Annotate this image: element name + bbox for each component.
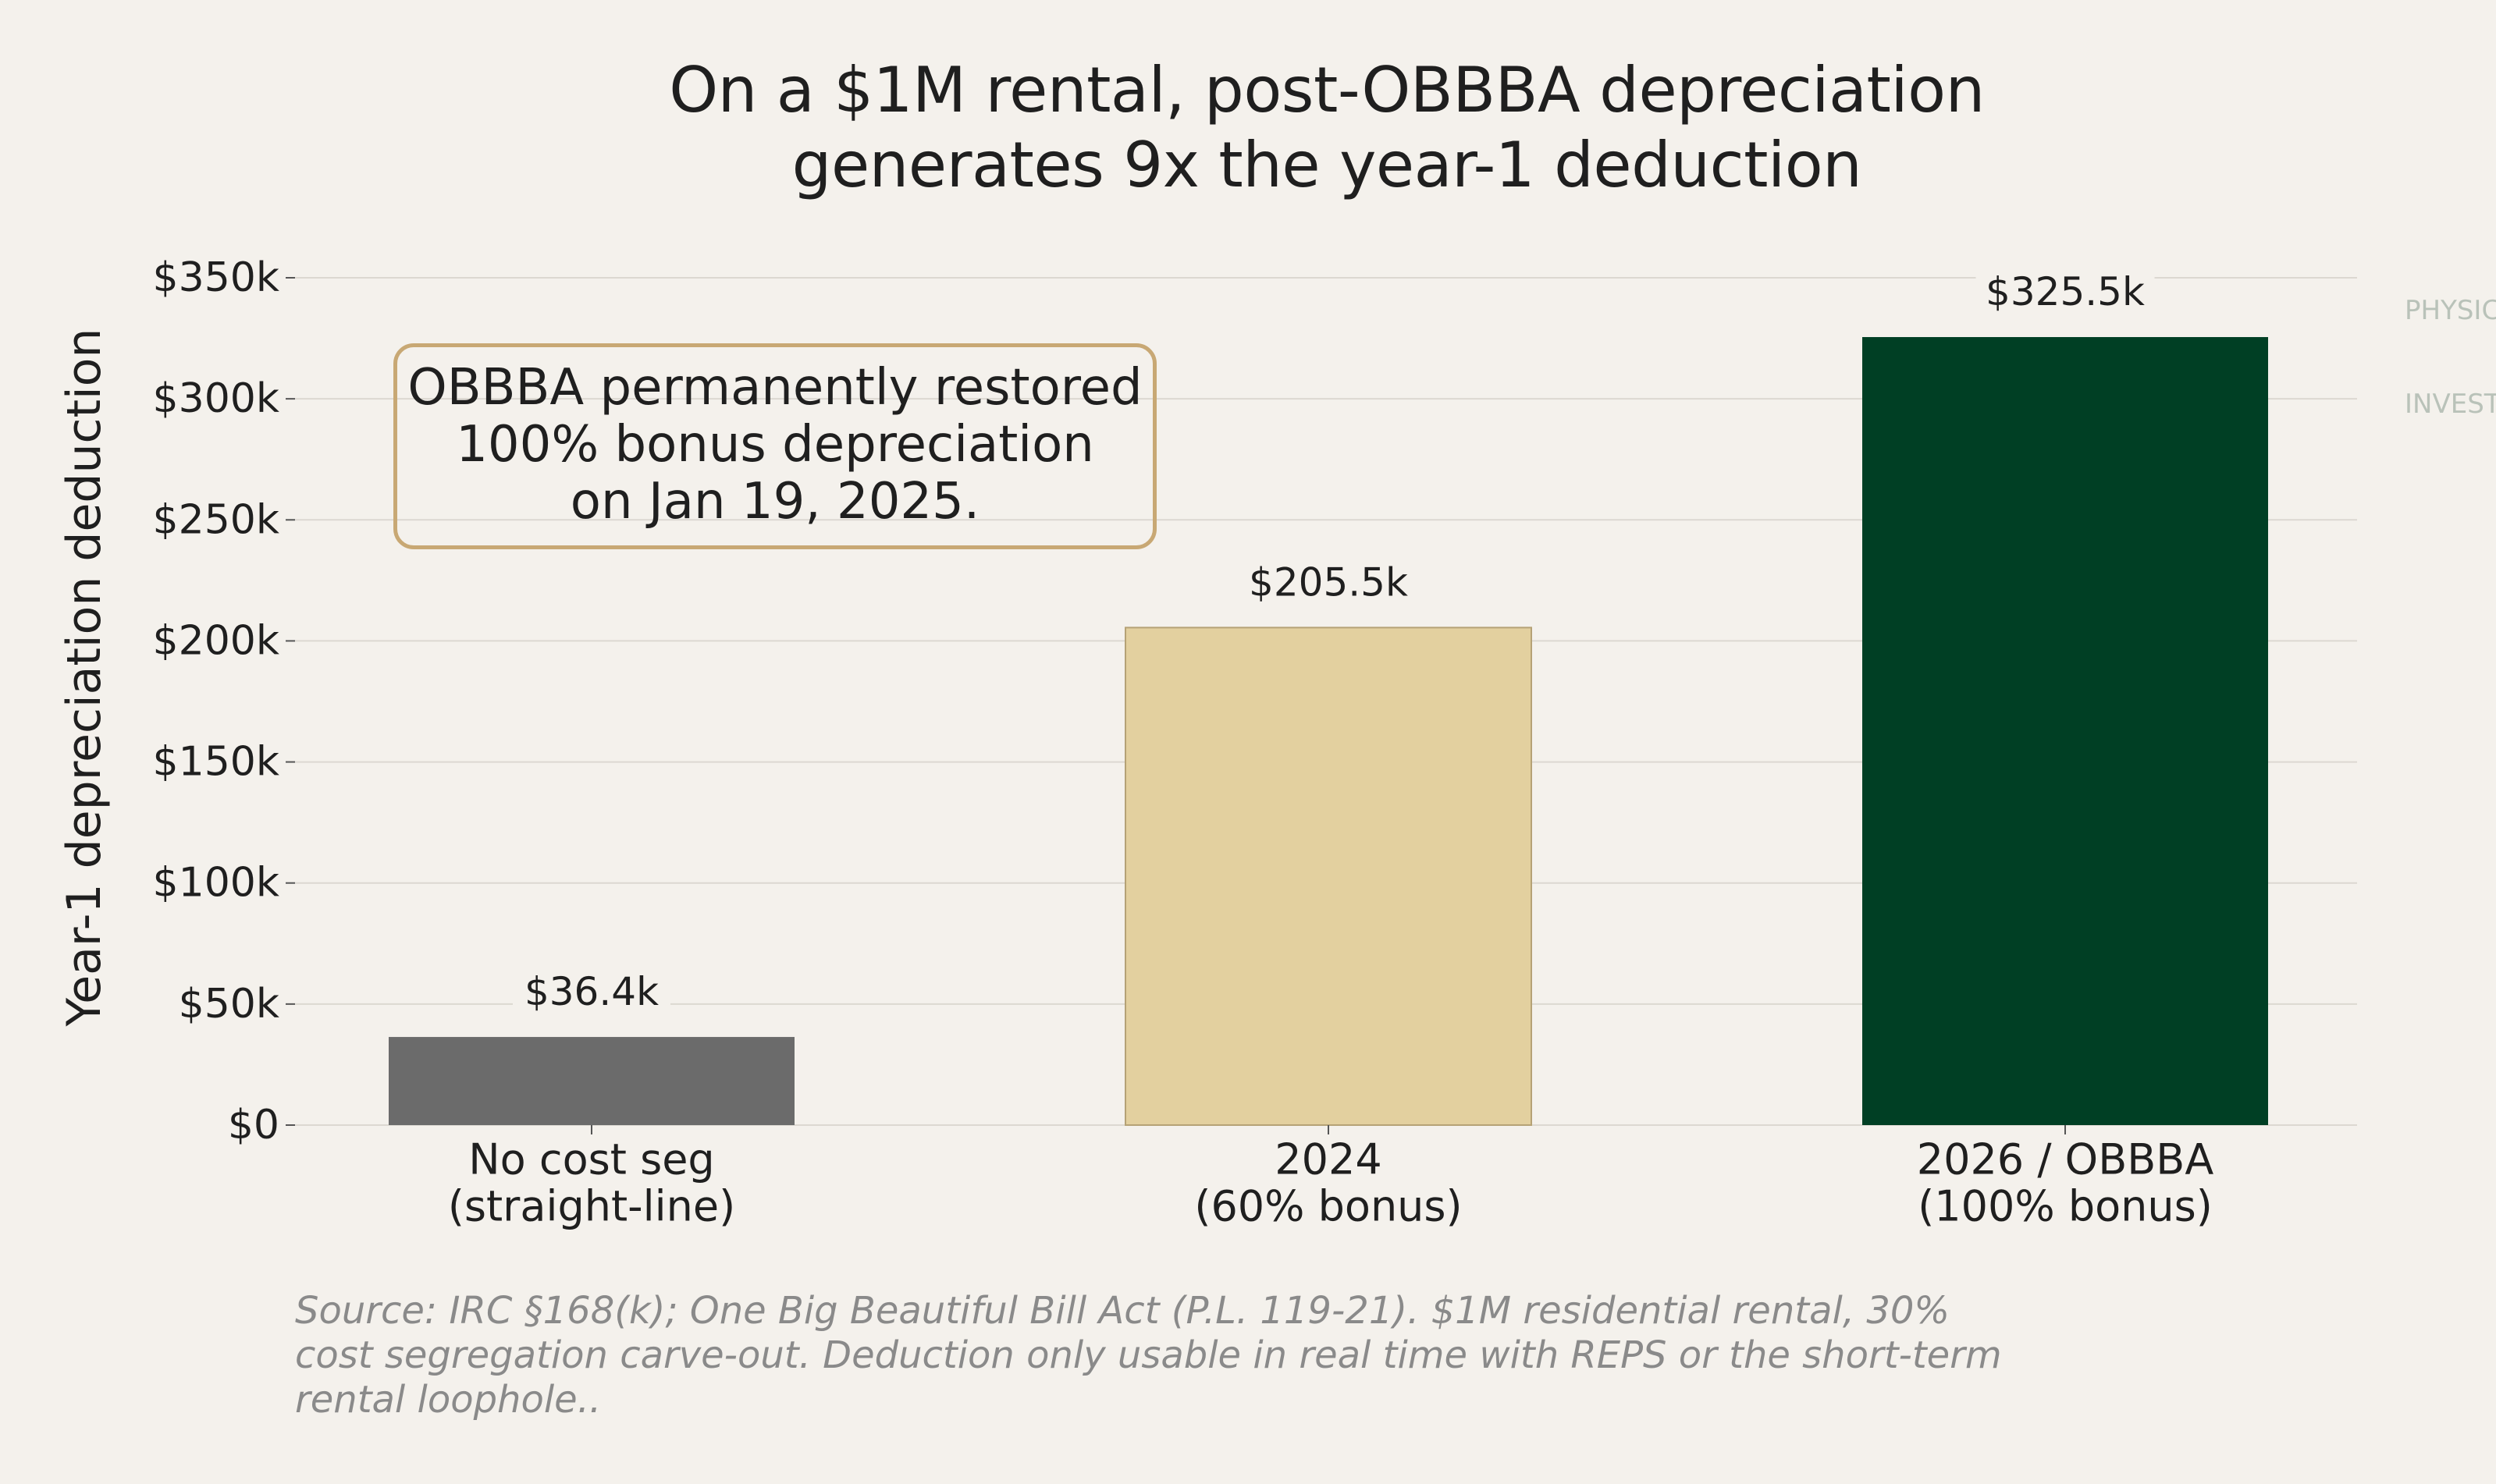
source-note: Source: IRC §168(k); One Big Beautiful B…	[295, 1289, 2090, 1422]
x-tick-label: (100% bonus)	[1918, 1182, 2213, 1231]
chart-title-line-1: On a $1M rental, post-OBBBA depreciation	[669, 54, 1985, 126]
y-tick-label: $200k	[153, 617, 279, 664]
value-label-background	[513, 968, 670, 1016]
chart-title-line-2: generates 9x the year-1 deduction	[791, 129, 1862, 201]
chart-title: On a $1M rental, post-OBBBA depreciation…	[0, 53, 2496, 203]
value-label-background	[1975, 268, 2155, 316]
y-axis: $0 $50k $100k $150k $200k $250k $300k $350k	[153, 254, 295, 1149]
value-labels: $36.4k $205.5k $325.5k	[513, 268, 2155, 1016]
bar	[389, 1037, 795, 1125]
x-tick-label: (straight-line)	[448, 1182, 735, 1231]
value-label: $205.5k	[1249, 559, 1408, 605]
source-line-2: cost segregation carve-out. Deduction on…	[295, 1333, 2002, 1377]
source-line-1: Source: IRC §168(k); One Big Beautiful B…	[295, 1289, 1950, 1333]
y-tick-label: $50k	[179, 981, 279, 1028]
value-label: $325.5k	[1986, 269, 2145, 314]
source-line-3: rental loophole..	[295, 1378, 602, 1422]
y-tick-label: $250k	[153, 496, 279, 543]
x-tick-label: (60% bonus)	[1194, 1182, 1462, 1231]
y-tick-label: $300k	[153, 375, 279, 422]
bar	[1862, 337, 2268, 1125]
y-tick-label: $350k	[153, 254, 279, 301]
x-axis: No cost seg(straight-line) 2024(60% bonus…	[448, 1125, 2214, 1231]
annotation-line-2: 100% bonus depreciation	[456, 416, 1094, 474]
annotation-line-1: OBBBA permanently restored	[407, 359, 1143, 417]
watermark: PHYSICIANS INVEST	[2405, 295, 2496, 420]
x-tick-label: 2024	[1275, 1135, 1381, 1184]
y-tick-label: $150k	[153, 739, 279, 786]
value-label: $36.4k	[524, 969, 659, 1014]
y-tick-label: $100k	[153, 860, 279, 907]
x-tick-label: 2026 / OBBBA	[1917, 1135, 2214, 1184]
bar	[1125, 627, 1532, 1126]
bars	[389, 337, 2268, 1126]
y-tick-label: $0	[228, 1102, 279, 1149]
annotation-box: OBBBA permanently restored 100% bonus de…	[393, 343, 1157, 549]
value-label-background	[1239, 559, 1418, 606]
x-tick-label: No cost seg	[468, 1135, 714, 1184]
annotation-line-3: on Jan 19, 2025.	[570, 473, 980, 531]
